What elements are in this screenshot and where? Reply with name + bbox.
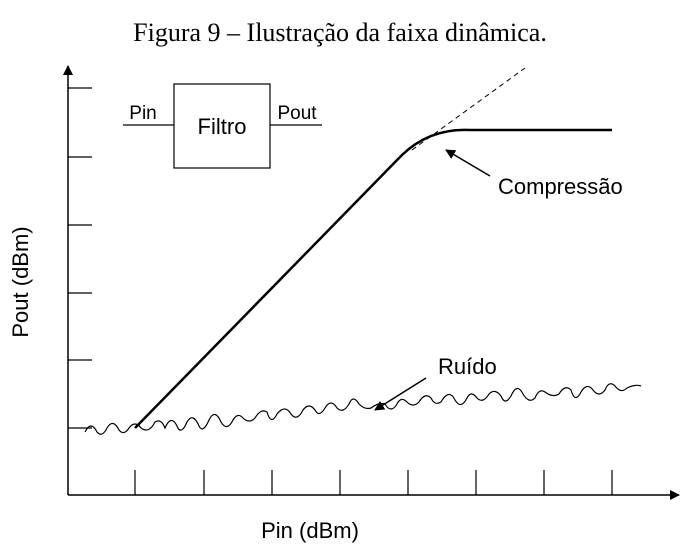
caption: Figura 9 – Ilustração da faixa dinâmica. <box>133 18 547 47</box>
input-label: Pin <box>129 103 156 124</box>
response-curve <box>134 128 612 429</box>
output-label: Pout <box>277 103 317 124</box>
filter-box <box>173 83 271 169</box>
x-axis-label: Pin (dBm) <box>261 518 359 543</box>
filter-label: Filtro <box>198 114 247 139</box>
y-axis-label: Pout (dBm) <box>8 226 33 337</box>
compression-arrow <box>445 149 491 177</box>
noise-label: Ruído <box>438 354 497 379</box>
compression-label: Compressão <box>498 174 623 199</box>
noise-floor <box>84 383 642 435</box>
noise-arrow <box>374 377 427 411</box>
y-ticks <box>68 87 92 429</box>
x-ticks <box>134 470 613 495</box>
